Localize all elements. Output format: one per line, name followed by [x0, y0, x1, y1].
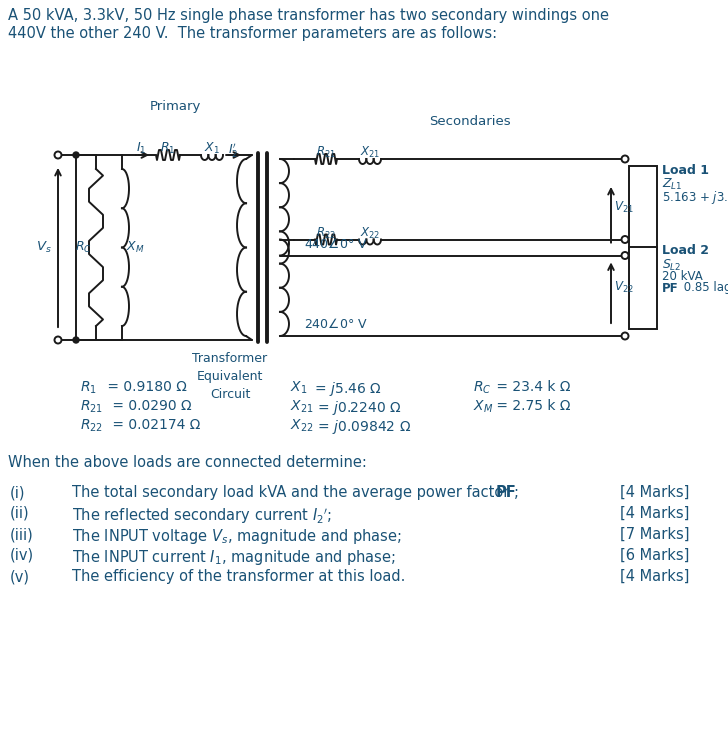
Text: [7 Marks]: [7 Marks] [620, 527, 689, 542]
Text: = 2.75 k Ω: = 2.75 k Ω [492, 399, 571, 413]
Text: $R_C$: $R_C$ [74, 240, 92, 255]
Text: When the above loads are connected determine:: When the above loads are connected deter… [8, 455, 367, 470]
Text: (v): (v) [10, 569, 30, 584]
Text: $X_M$: $X_M$ [126, 240, 144, 255]
Text: = $j$0.09842 Ω: = $j$0.09842 Ω [313, 418, 411, 436]
Text: (ii): (ii) [10, 506, 30, 521]
Text: $\mathbf{\it{R}_{22}}$: $\mathbf{\it{R}_{22}}$ [80, 418, 103, 435]
Text: $X_1$: $X_1$ [204, 141, 220, 156]
Text: [4 Marks]: [4 Marks] [620, 485, 689, 500]
Text: 20 kVA: 20 kVA [662, 269, 703, 283]
Text: = $j$0.2240 Ω: = $j$0.2240 Ω [313, 399, 402, 417]
Text: $\mathbf{\it{R}_C}$: $\mathbf{\it{R}_C}$ [473, 380, 491, 396]
Text: $V_s$: $V_s$ [36, 240, 52, 255]
Text: Secondaries: Secondaries [430, 115, 511, 128]
Text: Primary: Primary [149, 100, 201, 113]
Text: $\mathbf{\it{X}_{21}}$: $\mathbf{\it{X}_{21}}$ [290, 399, 314, 415]
Text: The efficiency of the transformer at this load.: The efficiency of the transformer at thi… [72, 569, 405, 584]
Text: A 50 kVA, 3.3kV, 50 Hz single phase transformer has two secondary windings one: A 50 kVA, 3.3kV, 50 Hz single phase tran… [8, 8, 609, 23]
Text: $440\angle 0°$ V: $440\angle 0°$ V [304, 236, 368, 250]
Text: The total secondary load kVA and the average power factor: The total secondary load kVA and the ave… [72, 485, 514, 500]
Text: $\mathbf{\it{R}_{21}}$: $\mathbf{\it{R}_{21}}$ [80, 399, 103, 415]
Text: The INPUT voltage $\mathit{V_s}$, magnitude and phase;: The INPUT voltage $\mathit{V_s}$, magnit… [72, 527, 402, 546]
Text: [6 Marks]: [6 Marks] [620, 548, 689, 563]
Text: $I_1$: $I_1$ [136, 141, 146, 156]
Text: 440V the other 240 V.  The transformer parameters are as follows:: 440V the other 240 V. The transformer pa… [8, 26, 497, 41]
Text: = 0.0290 Ω: = 0.0290 Ω [108, 399, 191, 413]
Text: The INPUT current $\mathit{I_1}$, magnitude and phase;: The INPUT current $\mathit{I_1}$, magnit… [72, 548, 396, 567]
Circle shape [622, 156, 628, 162]
Circle shape [622, 252, 628, 259]
Circle shape [55, 336, 61, 344]
Text: Transformer
Equivalent
Circuit: Transformer Equivalent Circuit [192, 352, 268, 401]
Text: (iv): (iv) [10, 548, 34, 563]
Text: $240\angle 0°$ V: $240\angle 0°$ V [304, 317, 368, 331]
Text: The reflected secondary current $\mathit{I_2}'$;: The reflected secondary current $\mathit… [72, 506, 332, 526]
Text: $X_{22}$: $X_{22}$ [360, 226, 380, 241]
Text: Load 1: Load 1 [662, 164, 709, 177]
Text: = 23.4 k Ω: = 23.4 k Ω [492, 380, 571, 394]
Text: $S_{L2}$: $S_{L2}$ [662, 257, 681, 273]
Text: PF: PF [662, 281, 678, 295]
Circle shape [73, 337, 79, 343]
Bar [629, 247, 657, 329]
Text: [4 Marks]: [4 Marks] [620, 506, 689, 521]
Text: PF: PF [496, 485, 517, 500]
Text: ;: ; [514, 485, 519, 500]
Text: $V_{21}$: $V_{21}$ [614, 200, 634, 215]
Circle shape [73, 152, 79, 158]
Text: (i): (i) [10, 485, 25, 500]
Text: $\mathbf{\it{R}_1}$: $\mathbf{\it{R}_1}$ [80, 380, 97, 396]
Text: 5.163 + $j$3.872 Ω: 5.163 + $j$3.872 Ω [662, 189, 728, 206]
Text: $\mathbf{\it{X}_{22}}$: $\mathbf{\it{X}_{22}}$ [290, 418, 314, 435]
Text: Load 2: Load 2 [662, 244, 709, 257]
Text: $R_{21}$: $R_{21}$ [316, 145, 336, 160]
Text: = $j$5.46 Ω: = $j$5.46 Ω [310, 380, 381, 398]
Text: $R_{22}$: $R_{22}$ [316, 226, 336, 241]
Text: = 0.9180 Ω: = 0.9180 Ω [103, 380, 187, 394]
Circle shape [55, 151, 61, 159]
Text: 0.85 lag: 0.85 lag [680, 281, 728, 295]
Bar [629, 166, 657, 248]
Text: (iii): (iii) [10, 527, 33, 542]
Text: [4 Marks]: [4 Marks] [620, 569, 689, 584]
Text: $\mathbf{\it{X}_1}$: $\mathbf{\it{X}_1}$ [290, 380, 307, 396]
Circle shape [622, 236, 628, 243]
Text: = 0.02174 Ω: = 0.02174 Ω [108, 418, 200, 432]
Text: $I_2'$: $I_2'$ [228, 141, 238, 159]
Text: $Z_{L1}$: $Z_{L1}$ [662, 177, 682, 192]
Text: $V_{22}$: $V_{22}$ [614, 280, 633, 296]
Text: $\mathbf{\it{X}_M}$: $\mathbf{\it{X}_M}$ [473, 399, 494, 415]
Text: $X_{21}$: $X_{21}$ [360, 145, 380, 160]
Circle shape [622, 332, 628, 339]
Text: $R_1$: $R_1$ [160, 141, 175, 156]
